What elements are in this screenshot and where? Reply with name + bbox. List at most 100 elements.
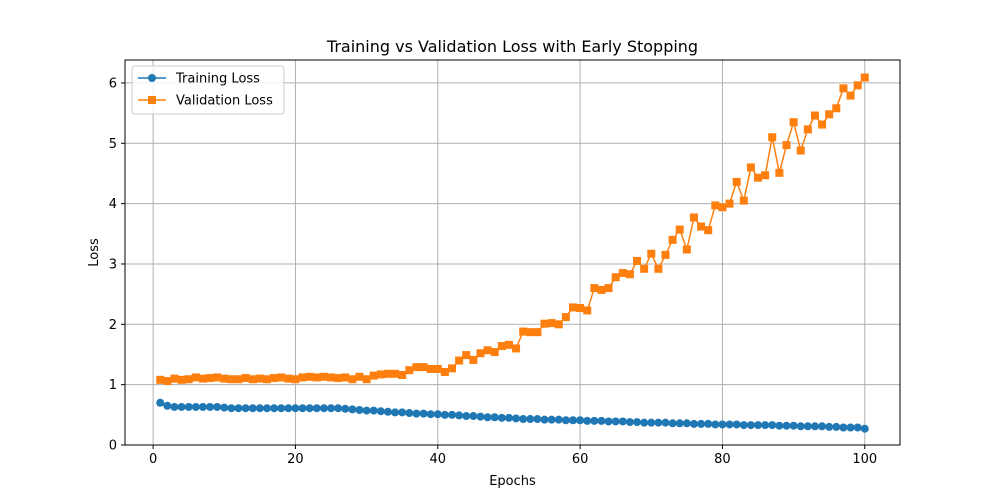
data-point [469, 355, 478, 364]
data-point [789, 421, 798, 430]
x-tick-label: 100 [852, 452, 877, 467]
data-point [298, 404, 307, 413]
data-point [533, 328, 542, 337]
data-point [597, 285, 606, 294]
data-point [362, 375, 371, 384]
y-axis-label: Loss [87, 238, 102, 267]
data-point [512, 414, 521, 423]
data-point [426, 364, 435, 373]
data-point [497, 413, 506, 422]
data-point [689, 213, 698, 222]
data-point [376, 407, 385, 416]
data-point [191, 373, 200, 382]
data-point [590, 416, 599, 425]
data-point [348, 375, 357, 384]
data-point [768, 133, 777, 142]
data-point [469, 412, 478, 421]
data-point [163, 377, 172, 386]
data-point [754, 421, 763, 430]
data-point [312, 373, 321, 382]
data-point [853, 81, 862, 90]
data-point [156, 375, 165, 384]
data-point [611, 273, 620, 282]
data-point [775, 421, 784, 430]
data-point [298, 373, 307, 382]
data-point [369, 371, 378, 380]
y-tick-label: 5 [109, 137, 117, 152]
data-point [262, 404, 271, 413]
y-tick-label: 0 [109, 439, 117, 454]
data-point [590, 284, 599, 293]
data-point [156, 398, 165, 407]
series-validation [156, 73, 869, 386]
data-point [504, 413, 513, 422]
data-point [761, 421, 770, 430]
ticks: 0 20 40 60 80 100 0 1 2 3 4 5 6 [109, 76, 877, 467]
data-point [334, 404, 343, 413]
data-point [618, 269, 627, 278]
data-point [248, 375, 257, 384]
legend-training-label: Training Loss [175, 72, 260, 87]
data-point [184, 375, 193, 384]
data-point [825, 422, 834, 431]
data-point [512, 344, 521, 353]
data-point [576, 304, 585, 313]
data-point [640, 264, 649, 273]
data-point [398, 408, 407, 417]
data-point [526, 415, 535, 424]
data-point [490, 413, 499, 422]
data-point [419, 363, 428, 372]
data-point [647, 249, 656, 258]
data-point [576, 416, 585, 425]
data-point [490, 348, 499, 357]
data-point [832, 422, 841, 431]
data-point [675, 225, 684, 234]
data-point [796, 422, 805, 431]
y-tick-label: 2 [109, 318, 117, 333]
data-point [640, 418, 649, 427]
data-point [540, 319, 549, 328]
data-point [725, 199, 734, 208]
data-point [625, 418, 634, 427]
data-point [184, 402, 193, 411]
data-point [234, 404, 243, 413]
data-point [319, 372, 328, 381]
x-tick-label: 20 [287, 452, 304, 467]
data-point [775, 168, 784, 177]
data-point [754, 173, 763, 182]
data-point [554, 320, 563, 329]
data-point [284, 374, 293, 383]
y-tick-label: 3 [109, 257, 117, 272]
data-point [803, 422, 812, 431]
data-point [455, 356, 464, 365]
data-point [262, 375, 271, 384]
data-point [327, 373, 336, 382]
data-point [839, 423, 848, 432]
data-point [682, 419, 691, 428]
y-tick-label: 1 [109, 378, 117, 393]
data-point [170, 402, 179, 411]
data-point [433, 364, 442, 373]
data-point [711, 201, 720, 210]
data-point [227, 375, 236, 384]
data-point [697, 222, 706, 231]
data-point [597, 416, 606, 425]
data-point [455, 411, 464, 420]
data-point [462, 351, 471, 360]
data-point [341, 373, 350, 382]
data-point [291, 404, 300, 413]
data-point [860, 73, 869, 82]
data-point [782, 141, 791, 150]
data-point [561, 416, 570, 425]
legend-training-marker [148, 74, 156, 82]
data-point [362, 406, 371, 415]
data-point [270, 374, 279, 383]
data-point [483, 413, 492, 422]
data-point [220, 403, 229, 412]
data-point [234, 375, 243, 384]
data-point [476, 412, 485, 421]
x-tick-label: 80 [714, 452, 731, 467]
data-point [746, 163, 755, 172]
data-point [312, 404, 321, 413]
